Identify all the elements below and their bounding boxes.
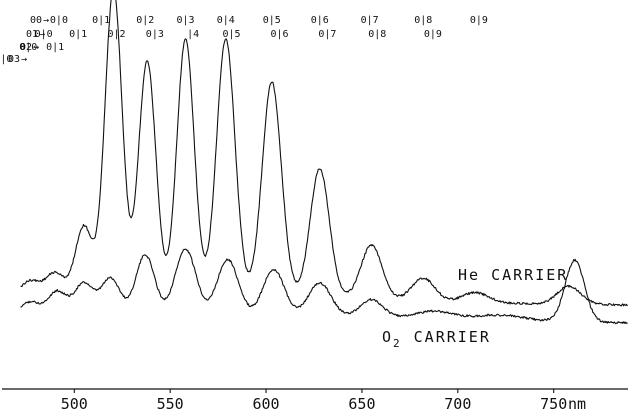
trace-o2-carrier: [20, 248, 628, 325]
x-axis-ticks: 500 550 600 650 700 750: [61, 389, 567, 411]
band-label: 0|0: [50, 15, 68, 26]
band-label: 0|5: [263, 15, 281, 26]
band-label: |4: [187, 29, 199, 40]
series-label-o2-rest: CARRIER: [414, 328, 491, 346]
band-label-prefix: 00: [30, 15, 42, 26]
band-label: 0|0: [19, 42, 37, 53]
band-label: 0|3: [146, 29, 164, 40]
band-label: 0|7: [361, 15, 379, 26]
band-label: 0|0: [0, 54, 12, 65]
x-tick-label: 600: [253, 395, 280, 411]
band-label: 0|2: [107, 29, 125, 40]
band-label: 0|6: [311, 15, 329, 26]
band-label: 0|1: [69, 29, 87, 40]
x-tick-label: 550: [157, 395, 184, 411]
band-label-prefix: 01: [26, 29, 38, 40]
band-label-prefix: 02: [20, 42, 32, 53]
band-label-prefix: 03: [8, 54, 20, 65]
band-assignment-labels: 00 → 0|0 0|1 0|2 0|3 0|4 0|5 0|6 0|7 0|8 0|901 →0|0 0…: [0, 15, 488, 65]
band-label: 0|2: [136, 15, 154, 26]
series-label-he: He CARRIER: [458, 266, 568, 284]
x-tick-label: 700: [444, 395, 471, 411]
series-label-o2-sub: 2: [393, 337, 402, 350]
series-label-o2: O2 CARRIER: [382, 328, 491, 350]
band-label-arrow: →: [21, 54, 27, 65]
band-label: 0|1: [46, 42, 64, 53]
band-label-arrow: →: [33, 42, 39, 53]
band-label: 0|9: [424, 29, 442, 40]
band-label: 0|7: [318, 29, 336, 40]
series-label-o2-main: O: [382, 328, 393, 346]
band-label: 0|3: [176, 15, 194, 26]
series-labels: He CARRIER O2 CARRIER: [382, 266, 568, 350]
x-axis: 500 550 600 650 700 750 nm: [2, 388, 628, 411]
x-tick-label: 500: [61, 395, 88, 411]
spectrum-traces: [20, 0, 628, 325]
band-label: 0|4: [217, 15, 235, 26]
x-axis-unit: nm: [568, 395, 586, 411]
x-tick-label: 650: [348, 395, 375, 411]
band-label: 0|9: [470, 15, 488, 26]
trace-he-carrier: [20, 0, 628, 307]
band-label: 0|0: [35, 29, 53, 40]
band-label-arrow: →: [43, 15, 49, 26]
x-tick-label: 750: [540, 395, 567, 411]
band-label: 0|8: [368, 29, 386, 40]
band-label-arrow: →: [39, 29, 45, 40]
band-label: 0|6: [270, 29, 288, 40]
band-label: 0|5: [223, 29, 241, 40]
band-label: 0|8: [414, 15, 432, 26]
band-label: 0|1: [92, 15, 110, 26]
